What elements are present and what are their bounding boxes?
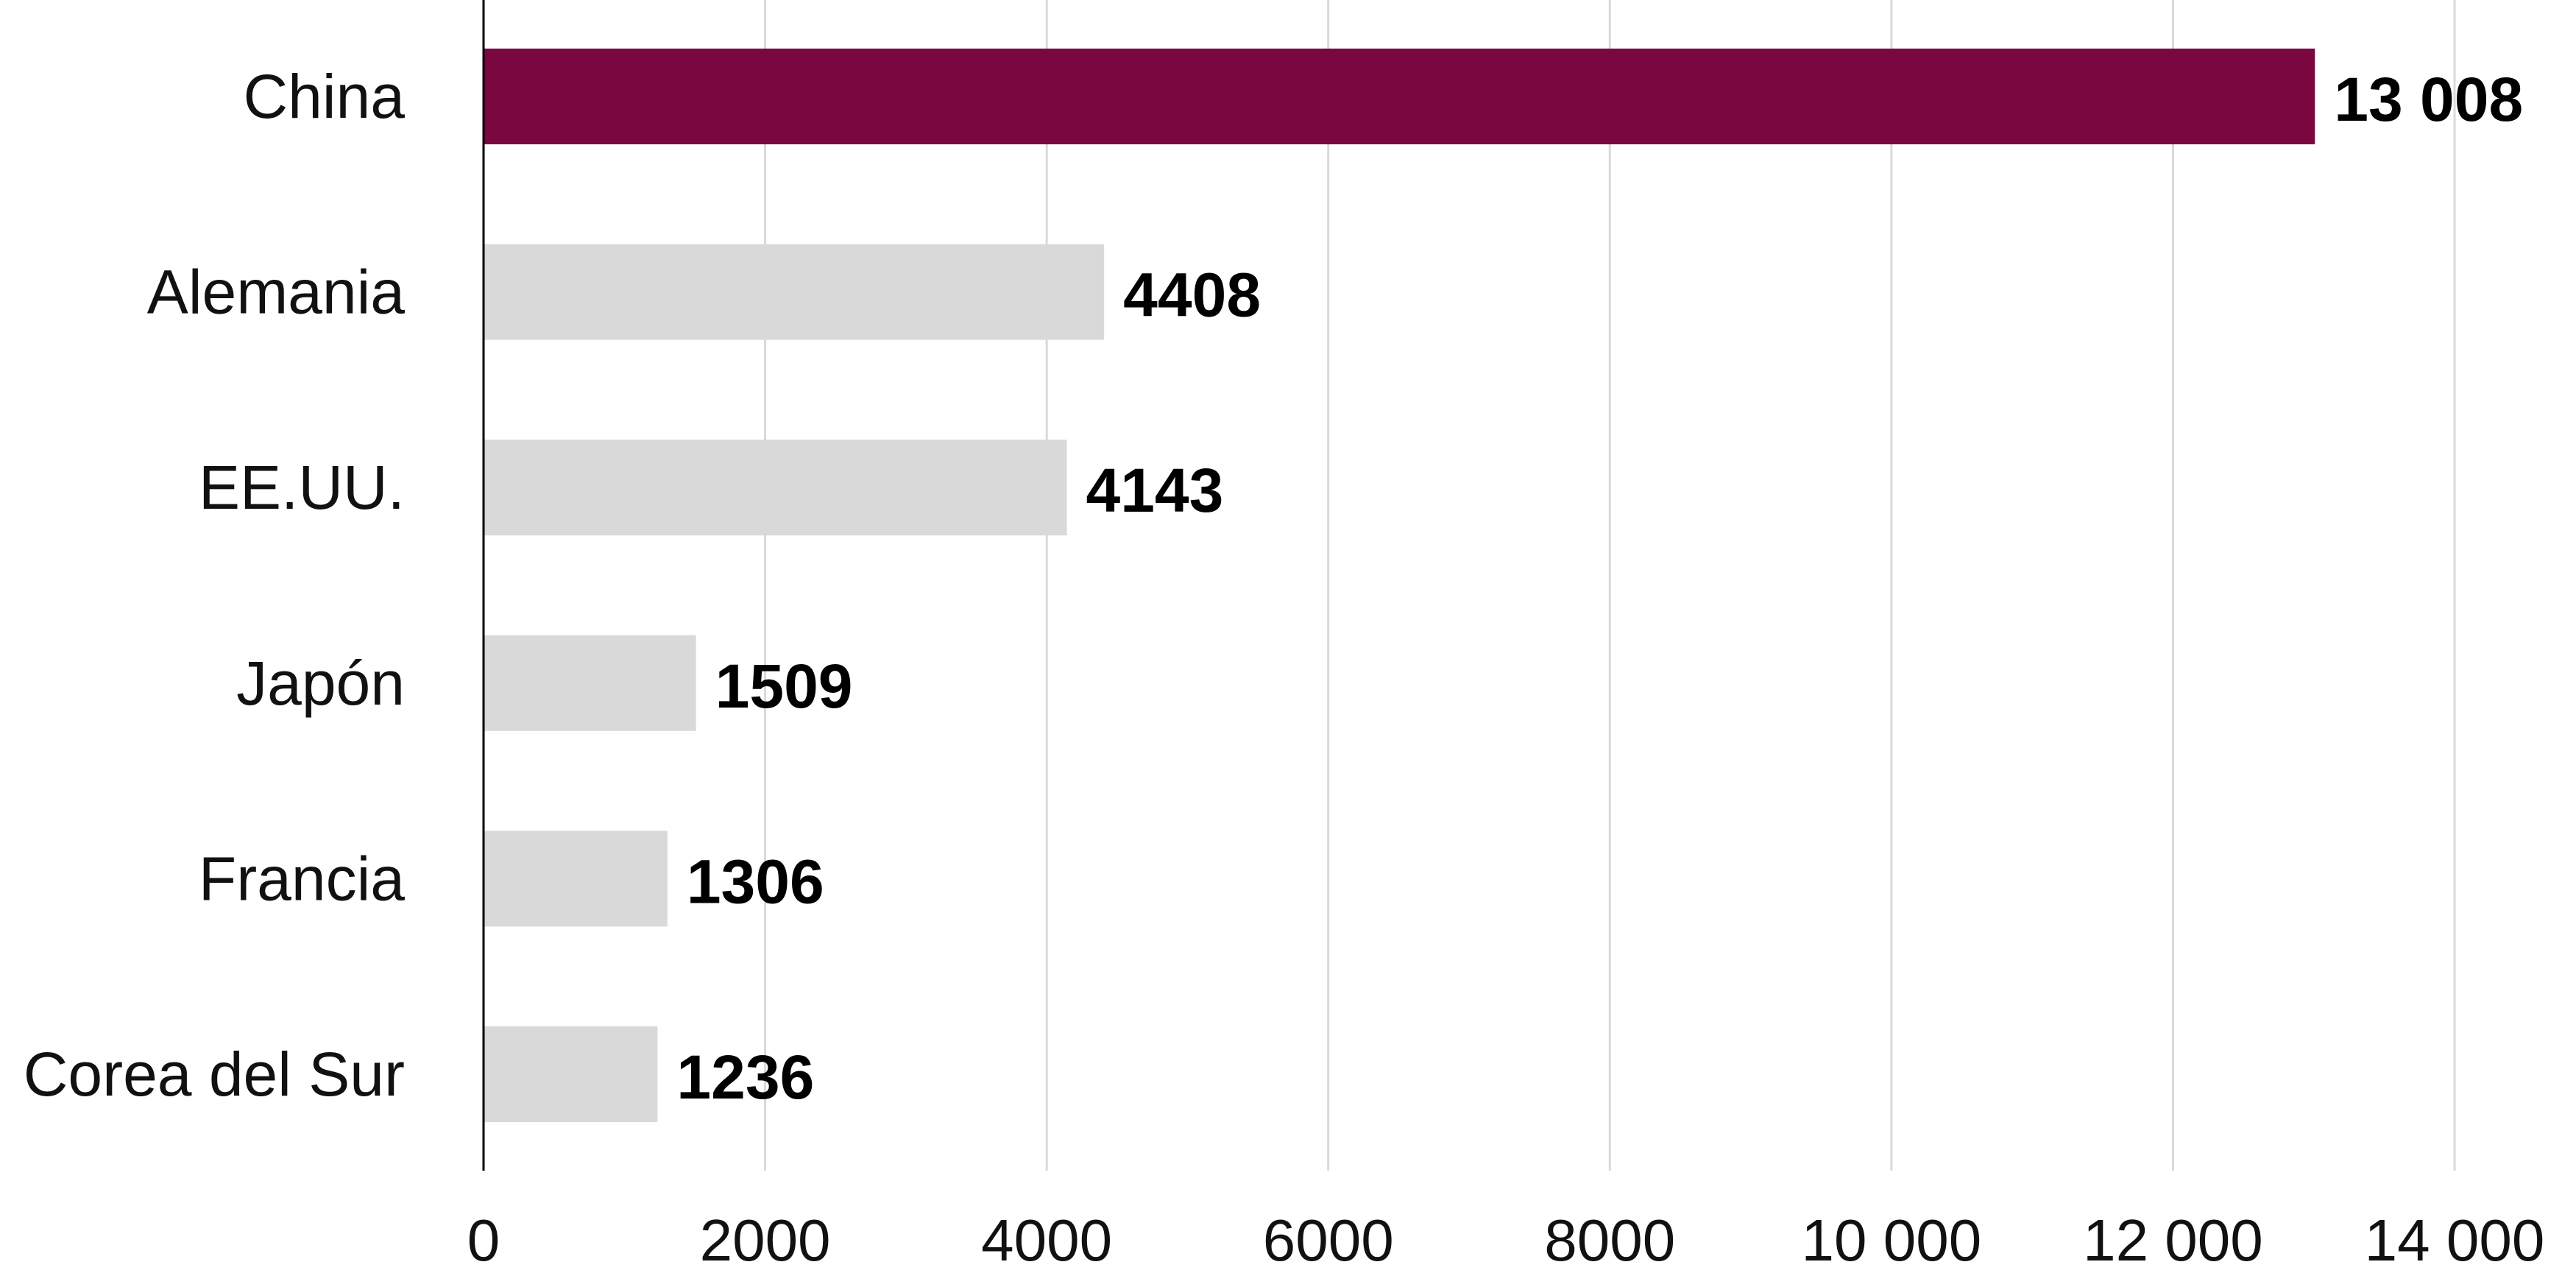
bar bbox=[484, 244, 1105, 340]
value-label: 13 008 bbox=[2334, 65, 2523, 134]
x-tick-label: 4000 bbox=[981, 1207, 1112, 1273]
x-tick-label: 12 000 bbox=[2083, 1207, 2263, 1273]
bar bbox=[484, 440, 1067, 536]
value-label: 4143 bbox=[1086, 456, 1223, 525]
category-label: China bbox=[244, 62, 406, 131]
category-label: Francia bbox=[199, 844, 405, 913]
bar bbox=[484, 831, 668, 927]
category-label: Corea del Sur bbox=[24, 1040, 405, 1109]
bar bbox=[484, 635, 696, 731]
x-tick-label: 6000 bbox=[1263, 1207, 1394, 1273]
bars bbox=[484, 49, 2315, 1122]
value-label: 1509 bbox=[715, 652, 853, 721]
x-tick-label: 8000 bbox=[1544, 1207, 1675, 1273]
value-label: 4408 bbox=[1123, 261, 1261, 330]
value-label: 1236 bbox=[676, 1043, 814, 1112]
gridlines bbox=[764, 0, 2456, 1171]
x-tick-label: 0 bbox=[467, 1207, 500, 1273]
bar bbox=[484, 49, 2315, 144]
category-label: EE.UU. bbox=[199, 453, 405, 522]
value-label: 1306 bbox=[687, 847, 824, 916]
x-tick-label: 2000 bbox=[700, 1207, 831, 1273]
labels: 0 2000 4000 6000 8000 10 000 12 000 14 000 China… bbox=[24, 62, 2545, 1273]
category-label: Japón bbox=[236, 649, 405, 718]
x-tick-label: 10 000 bbox=[1802, 1207, 1982, 1273]
x-tick-label: 14 000 bbox=[2365, 1207, 2545, 1273]
bar bbox=[484, 1026, 658, 1122]
category-label: Alemania bbox=[147, 258, 405, 327]
